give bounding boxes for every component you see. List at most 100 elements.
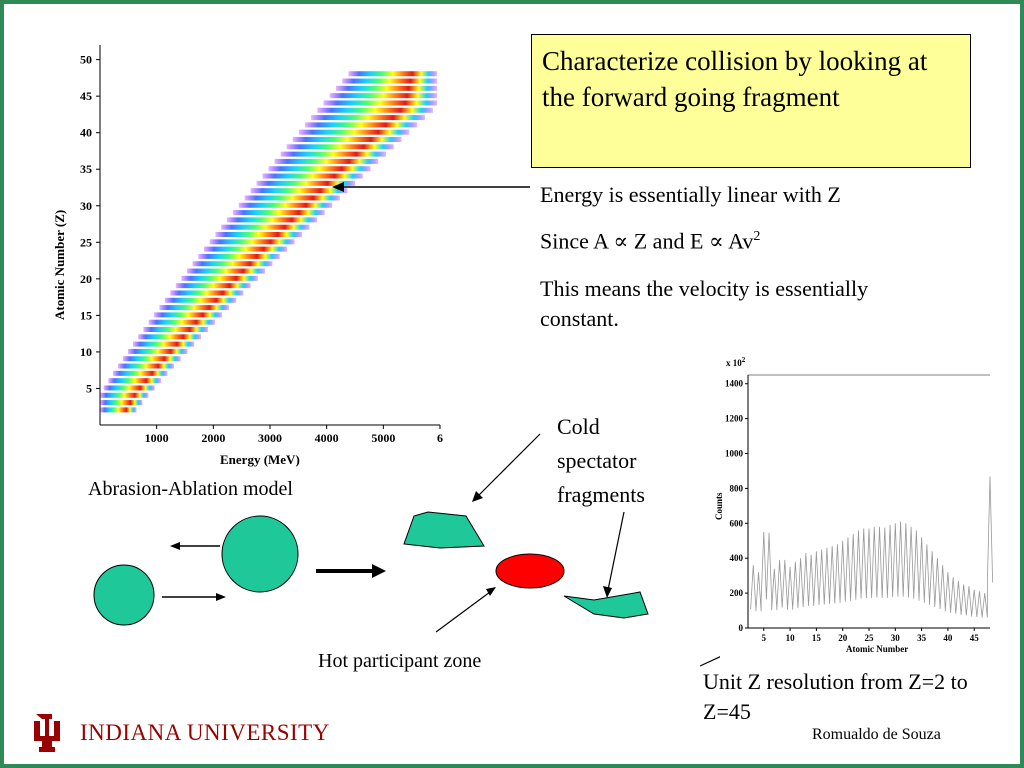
z-band: [292, 137, 402, 142]
x-tick-label: 2000: [201, 431, 225, 445]
z-band: [175, 283, 251, 289]
z-band: [133, 341, 195, 347]
resolution-label: Unit Z resolution from Z=2 to Z=45: [703, 669, 968, 724]
z-band: [198, 253, 280, 259]
hot-participant-zone: [495, 553, 565, 589]
z-band: [148, 319, 215, 325]
bullet-proportional-text-a: Since A: [540, 228, 614, 254]
z-band: [117, 363, 175, 369]
x-tick-label: 3000: [258, 431, 282, 445]
iu-trident-logo: [34, 714, 60, 752]
z-band: [256, 180, 356, 186]
heatmap-bands: [100, 71, 438, 413]
hist-x-tick-label: 20: [838, 633, 848, 643]
hist-x-tick-label: 15: [812, 633, 822, 643]
hist-y-tick-label: 800: [730, 483, 744, 493]
hist-x-tick-label: 25: [865, 633, 875, 643]
hist-x-tick-label: 5: [762, 633, 767, 643]
z-band: [262, 173, 363, 179]
projectile-nucleus: [93, 564, 155, 626]
collision-diagram: [93, 433, 720, 667]
hist-y-tick-label: 1000: [725, 449, 744, 459]
superscript-2: 2: [753, 229, 761, 244]
hist-y-tick-label: 600: [730, 518, 744, 528]
z-band: [335, 85, 438, 91]
y-tick-label: 20: [80, 272, 92, 286]
z-band: [164, 297, 237, 303]
z-band: [323, 100, 438, 106]
bullet-proportional-text-c: Av: [723, 228, 754, 254]
z-band: [280, 151, 386, 157]
hist-series-line: [750, 476, 994, 618]
hist-y-tick-label: 1400: [725, 379, 744, 389]
author-name: Romualdo de Souza: [812, 726, 941, 743]
z-band: [113, 370, 168, 376]
university-name: INDIANA UNIVERSITY: [80, 720, 330, 745]
hot-arrow: [435, 591, 491, 633]
x-tick-labels: 1000 2000 3000 4000 5000 6: [145, 425, 443, 445]
model-label: Abrasion-Ablation model: [88, 478, 293, 500]
y-tick-label: 10: [80, 345, 92, 359]
bullet-velocity-constant: This means the velocity is essentially c…: [540, 276, 869, 331]
hot-zone-label: Hot participant zone: [318, 650, 482, 672]
hist-y-tick-label: 400: [730, 553, 744, 563]
hist-y-tick-label: 200: [730, 588, 744, 598]
bullet-energy-linear: Energy is essentially linear with Z: [540, 182, 841, 207]
hist-y-label: Counts: [714, 492, 724, 520]
z-band: [100, 400, 143, 406]
z-band: [143, 327, 209, 332]
hist-y-tick-label: 1200: [725, 414, 744, 424]
pointer-arrow-heatmap: [332, 182, 530, 192]
z-band: [215, 232, 303, 237]
y-tick-label: 30: [80, 199, 92, 213]
y-tick-label: 25: [80, 235, 92, 249]
x-axis-label: Energy (MeV): [220, 452, 300, 467]
z-band: [250, 188, 348, 194]
hist-x-tick-label: 10: [786, 633, 796, 643]
hist-x-tick-label: 35: [917, 633, 927, 643]
proportional-symbol: ∝: [708, 228, 724, 254]
z-band: [122, 356, 181, 362]
x-tick-label: 5000: [371, 431, 395, 445]
z-band: [138, 334, 202, 340]
hist-x-ticks: 5 10 15 20 25 30 35 40 45: [762, 628, 980, 643]
resolution-arrow: [699, 656, 720, 667]
hist-x-tick-label: 30: [891, 633, 901, 643]
z-band: [186, 268, 266, 274]
z-band: [192, 261, 273, 267]
z-band: [298, 129, 410, 135]
z-band: [342, 78, 438, 84]
y-axis-label: Atomic Number (Z): [52, 210, 67, 320]
counts-histogram: x 102 0 200 400 600 800 1000 1200 1400 5 10 15 20 2…: [714, 356, 994, 654]
proportional-symbol: ∝: [613, 228, 629, 254]
z-band: [268, 166, 371, 172]
z-band: [244, 195, 340, 201]
energy-z-heatmap: 5 10 15 20 25 30 35 40 45 50 1000 2000 3000 4000 5000…: [52, 45, 443, 467]
z-band: [227, 217, 318, 223]
z-band: [238, 202, 333, 208]
target-nucleus: [221, 515, 299, 593]
spectator-fragment-lower: [563, 591, 649, 619]
z-band: [348, 71, 438, 77]
bullet-proportional-text-b: Z and E: [628, 228, 709, 254]
z-band: [100, 392, 149, 398]
z-band: [127, 348, 188, 354]
z-band: [304, 122, 418, 128]
y-tick-label: 40: [80, 126, 92, 140]
z-band: [100, 407, 137, 413]
hist-x-tick-label: 45: [970, 633, 980, 643]
y-tick-label: 35: [80, 162, 92, 176]
hist-y-tick-label: 0: [739, 623, 744, 633]
cold-arrow-upper: [477, 433, 541, 497]
x-tick-label: 6: [437, 431, 443, 445]
x-tick-label: 4000: [315, 431, 339, 445]
z-band: [329, 93, 438, 99]
hist-x-tick-label: 40: [943, 633, 953, 643]
z-band: [181, 275, 258, 281]
hist-y-ticks: 0 200 400 600 800 1000 1200 1400: [725, 379, 748, 633]
x-tick-label: 1000: [145, 431, 169, 445]
z-band: [159, 305, 230, 311]
z-band: [203, 246, 288, 252]
y-multiplier: x 102: [726, 356, 746, 368]
